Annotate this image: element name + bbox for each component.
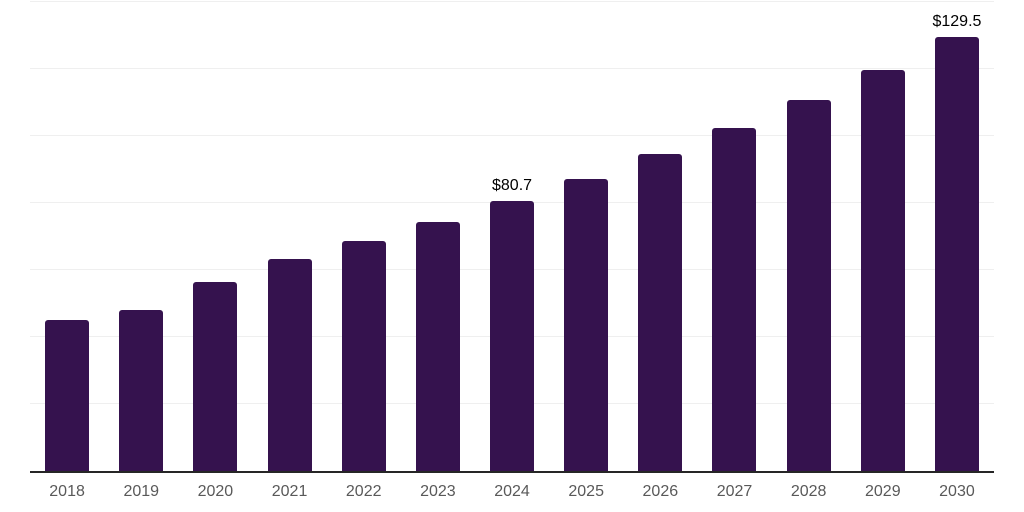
x-tick-label-2023: 2023 xyxy=(420,483,456,500)
bar-2023 xyxy=(415,222,460,471)
bar-2024 xyxy=(490,201,535,471)
bar-slot-2021 xyxy=(252,2,326,471)
bar-2027 xyxy=(712,128,757,471)
bar-slot-2018 xyxy=(30,2,104,471)
bar-slot-2028 xyxy=(772,2,846,471)
bar-slot-2025 xyxy=(549,2,623,471)
x-tick-label-2020: 2020 xyxy=(197,483,234,500)
x-tick-label-2026: 2026 xyxy=(642,483,679,500)
bar-slot-2020 xyxy=(178,2,252,471)
bar-2020 xyxy=(193,282,238,471)
bar-2025 xyxy=(564,179,609,471)
bar-2021 xyxy=(267,259,312,471)
gridline-y-140 xyxy=(30,1,994,2)
gridline-y-120 xyxy=(30,68,994,69)
x-axis-labels: 2018 2019 2020 2021 2022 2023 2024 2025 2026 2027… xyxy=(30,483,994,501)
x-tick-label-2025: 2025 xyxy=(568,483,604,500)
bar-2022 xyxy=(341,241,386,471)
bar-slot-2030: $129.5 xyxy=(920,2,994,471)
x-tick-label-2018: 2018 xyxy=(49,483,85,500)
bar-2019 xyxy=(119,310,164,471)
bar-slot-2019 xyxy=(104,2,178,471)
value-label-2030: $129.5 xyxy=(932,13,982,30)
bar-slot-2023 xyxy=(401,2,475,471)
x-tick-label-2028: 2028 xyxy=(790,483,827,500)
bar-slot-2029 xyxy=(846,2,920,471)
value-label-2024: $80.7 xyxy=(491,177,533,194)
bars-container: $80.7 $129.5 xyxy=(30,2,994,471)
bar-2029 xyxy=(860,70,905,471)
x-tick-label-2024: 2024 xyxy=(494,483,530,500)
x-tick-label-2029: 2029 xyxy=(865,483,901,500)
x-tick-label-2027: 2027 xyxy=(716,483,753,500)
gridline-y-100 xyxy=(30,135,994,136)
bar-2018 xyxy=(45,320,90,471)
x-tick-label-2022: 2022 xyxy=(345,483,382,500)
bar-2028 xyxy=(786,100,831,471)
x-tick-label-2030: 2030 xyxy=(939,483,975,500)
bar-slot-2024: $80.7 xyxy=(475,2,549,471)
plot-area: $80.7 $129.5 xyxy=(30,1,994,473)
bar-2026 xyxy=(638,154,683,471)
x-tick-label-2021: 2021 xyxy=(271,483,308,500)
x-tick-label-2019: 2019 xyxy=(123,483,160,500)
bar-slot-2022 xyxy=(327,2,401,471)
bar-slot-2027 xyxy=(697,2,771,471)
bar-slot-2026 xyxy=(623,2,697,471)
bar-2030 xyxy=(934,37,979,471)
